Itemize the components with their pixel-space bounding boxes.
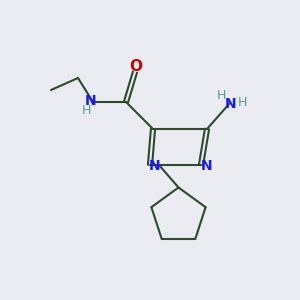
Text: H: H xyxy=(216,88,226,102)
Text: N: N xyxy=(149,160,160,173)
Text: H: H xyxy=(82,104,91,117)
Text: N: N xyxy=(85,94,96,107)
Text: O: O xyxy=(129,59,142,74)
Text: N: N xyxy=(201,160,212,173)
Text: N: N xyxy=(225,97,237,110)
Text: H: H xyxy=(237,95,247,109)
